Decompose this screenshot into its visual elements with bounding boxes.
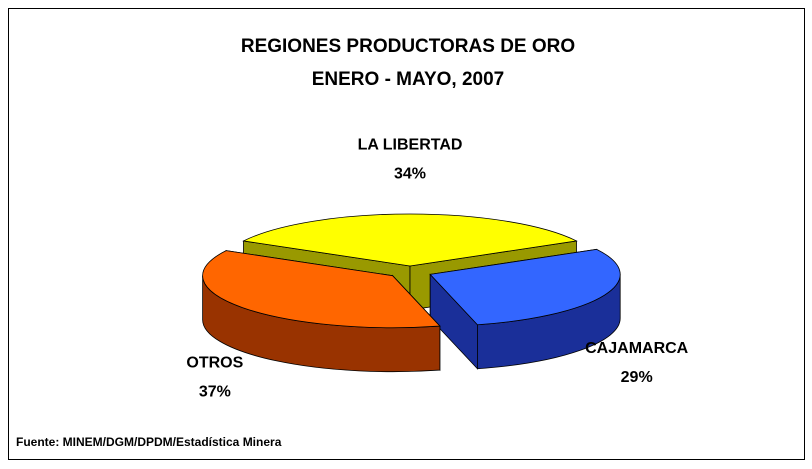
- chart-border: [8, 8, 805, 460]
- value-label: 29%: [621, 369, 653, 386]
- slice: [202, 250, 441, 329]
- value-label: 37%: [199, 384, 231, 401]
- pie: [202, 213, 621, 373]
- chart-subtitle: ENERO - MAYO, 2007: [312, 69, 505, 90]
- source-note: Fuente: MINEM/DGM/DPDM/Estadística Miner…: [16, 435, 282, 449]
- chart-title: REGIONES PRODUCTORAS DE ORO: [241, 36, 575, 57]
- slice-label: CAJAMARCA: [585, 340, 689, 357]
- slice-label: LA LIBERTAD: [358, 137, 463, 154]
- slice: [242, 213, 578, 267]
- slice: [429, 248, 621, 326]
- slice-label: OTROS: [186, 355, 243, 372]
- value-label: 34%: [394, 166, 426, 183]
